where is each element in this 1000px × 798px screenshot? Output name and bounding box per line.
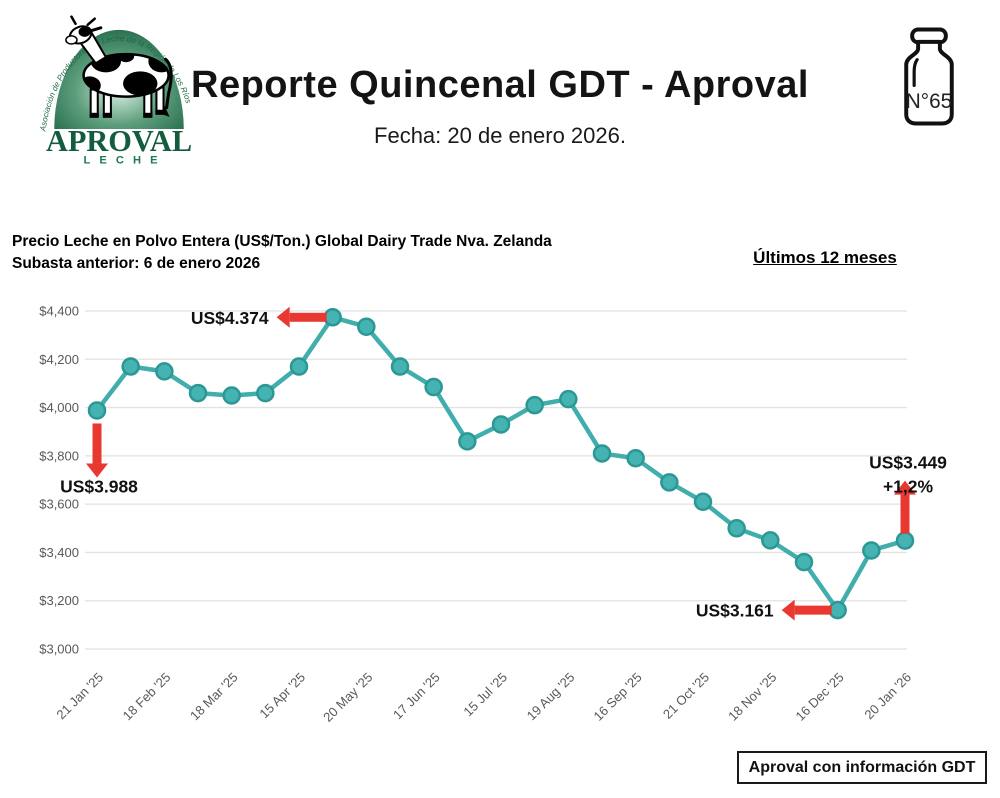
- source-label: Aproval con información GDT: [748, 759, 976, 776]
- left-arrow-icon: [794, 605, 832, 615]
- data-point-marker: [424, 377, 443, 397]
- x-tick-label: 21 Oct '25: [660, 670, 712, 722]
- x-tick-label: 18 Nov '25: [725, 670, 779, 724]
- y-tick-label: $3,400: [39, 545, 79, 560]
- x-tick-label: 20 Jan '26: [861, 670, 914, 723]
- edition-number: N°65: [906, 90, 952, 113]
- data-point-marker: [390, 357, 410, 376]
- page-title: Reporte Quincenal GDT - Aproval: [191, 64, 809, 106]
- x-tick-label: 16 Dec '25: [793, 670, 847, 724]
- annotation-text: US$3.161: [696, 601, 774, 621]
- data-point-marker: [87, 401, 107, 420]
- chart-title-line2: Subasta anterior: 6 de enero 2026: [12, 255, 261, 272]
- left-arrow-icon: [276, 306, 290, 328]
- y-tick-label: $3,200: [39, 593, 79, 608]
- data-point-marker: [626, 449, 645, 468]
- data-point-marker: [289, 357, 309, 376]
- data-point-marker: [155, 362, 174, 381]
- x-tick-label: 18 Feb '25: [120, 670, 174, 724]
- data-point-marker: [660, 473, 679, 492]
- x-tick-label: 18 Mar '25: [187, 670, 241, 724]
- annotation-text: US$3.449: [869, 453, 947, 473]
- data-point-marker: [525, 395, 544, 415]
- data-point-marker: [357, 317, 376, 336]
- data-point-marker: [188, 383, 208, 403]
- milk-bottle-icon: N°65: [904, 27, 954, 126]
- left-arrow-icon: [781, 599, 795, 621]
- data-point-marker: [761, 531, 780, 550]
- data-point-marker: [491, 415, 511, 434]
- y-tick-label: $4,000: [39, 400, 79, 415]
- x-tick-label: 15 Jul '25: [460, 670, 510, 720]
- data-point-marker: [222, 386, 241, 405]
- aproval-logo-graphic: Asociación de Productores de Leche de la…: [38, 15, 193, 166]
- report-date: Fecha: 20 de enero 2026.: [374, 123, 626, 148]
- chart-title-line1: Precio Leche en Polvo Entera (US$/Ton.) …: [12, 233, 552, 250]
- y-tick-label: $3,600: [39, 497, 79, 512]
- down-arrow-icon: [86, 463, 108, 478]
- x-tick-label: 19 Aug '25: [524, 670, 578, 724]
- data-point-marker: [727, 519, 746, 538]
- period-label: Últimos 12 meses: [753, 248, 897, 267]
- x-tick-label: 16 Sep '25: [591, 670, 645, 724]
- data-point-marker: [895, 531, 915, 550]
- x-tick-label: 15 Apr '25: [256, 670, 308, 722]
- data-point-marker: [693, 492, 713, 511]
- y-tick-label: $4,400: [39, 304, 79, 319]
- data-point-marker: [121, 357, 140, 376]
- price-line: [94, 315, 908, 613]
- left-arrow-icon: [289, 312, 327, 322]
- data-point-marker: [458, 432, 477, 451]
- data-point-marker: [794, 552, 814, 572]
- up-arrow-icon: [900, 494, 910, 534]
- data-point-marker: [828, 600, 847, 620]
- logo-brand-text: APROVAL: [46, 124, 192, 158]
- annotation-text: US$3.988: [60, 476, 138, 496]
- down-arrow-icon: [92, 423, 102, 464]
- source-box: Aproval con información GDT: [737, 751, 987, 784]
- annotation-text: US$4.374: [191, 308, 269, 328]
- data-point-marker: [256, 383, 275, 403]
- data-point-marker: [323, 308, 342, 327]
- x-tick-label: 20 May '25: [320, 670, 375, 725]
- edition-badge: N°65: [891, 27, 967, 126]
- x-tick-label: 21 Jan '25: [53, 670, 106, 723]
- y-tick-label: $3,800: [39, 448, 79, 463]
- annotation-text: +1,2%: [883, 477, 934, 497]
- data-point-marker: [862, 541, 881, 560]
- y-tick-label: $3,000: [39, 642, 79, 657]
- aproval-logo: Asociación de Productores de Leche de la…: [33, 8, 205, 166]
- data-point-marker: [559, 389, 578, 409]
- up-arrow-icon: [894, 480, 916, 495]
- y-tick-label: $4,200: [39, 352, 79, 367]
- data-point-marker: [592, 444, 612, 463]
- logo-subbrand-text: LECHE: [83, 154, 166, 166]
- x-tick-label: 17 Jun '25: [390, 670, 443, 723]
